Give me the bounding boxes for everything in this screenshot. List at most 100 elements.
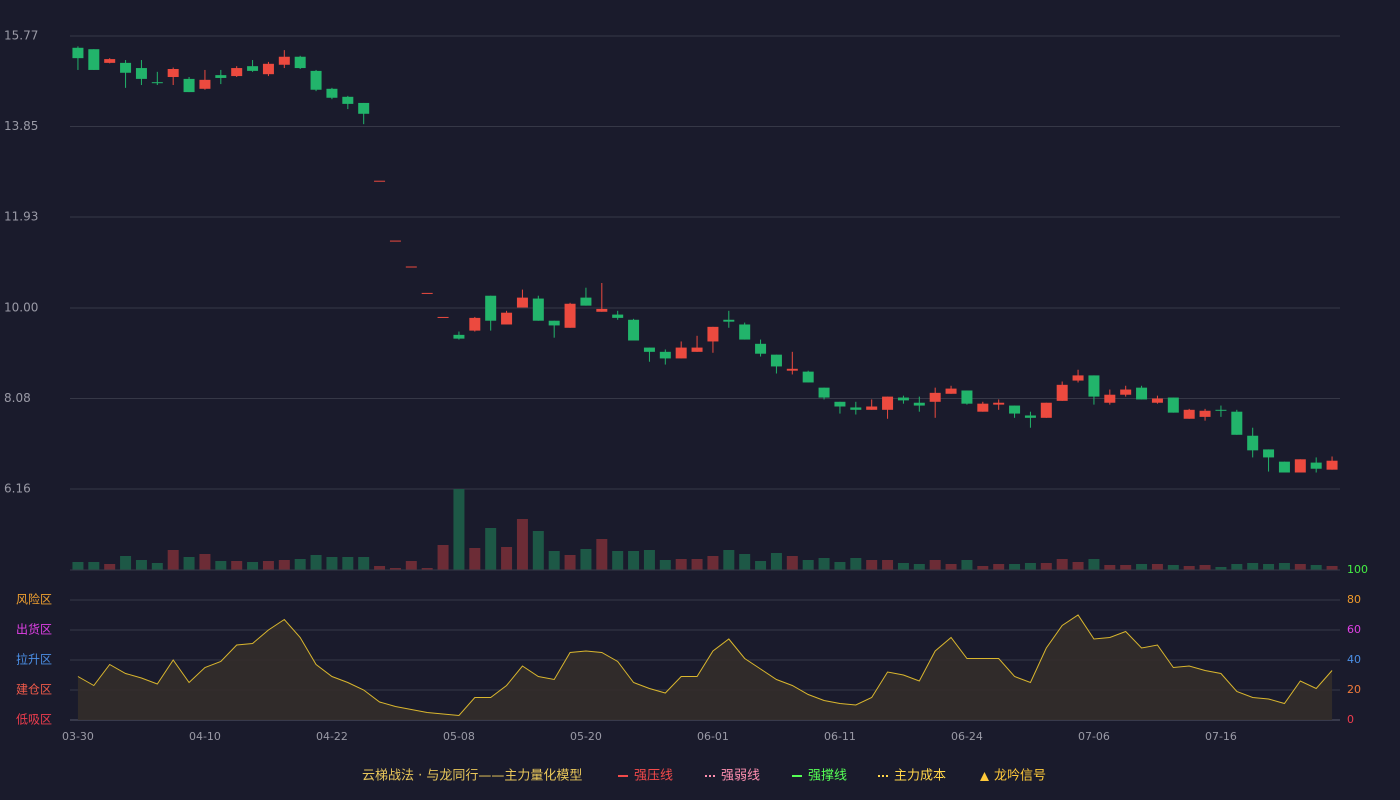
- legend-marker: [980, 772, 989, 781]
- candle-body: [993, 402, 1005, 405]
- zone-label: 拉升区: [16, 652, 52, 667]
- volume-bar: [1247, 563, 1259, 570]
- candle-body: [1231, 411, 1243, 435]
- candle-body: [1072, 375, 1084, 381]
- volume-bar: [945, 564, 957, 570]
- candle-body: [389, 240, 401, 242]
- candle-body: [374, 180, 386, 182]
- volume-bar: [1310, 565, 1322, 570]
- x-tick-label: 06-24: [951, 730, 983, 743]
- zone-label: 低吸区: [16, 713, 52, 727]
- candle-body: [485, 295, 497, 321]
- candle-body: [866, 406, 878, 410]
- volume-bar: [1120, 565, 1132, 570]
- candle-body: [929, 392, 941, 402]
- volume-bar: [628, 551, 640, 570]
- volume-bar: [1183, 566, 1195, 570]
- volume-bar: [1056, 559, 1068, 570]
- volume-bar: [723, 550, 735, 570]
- y2-tick-label: 60: [1347, 623, 1361, 636]
- volume-bar: [516, 519, 528, 570]
- legend-label: 强撑线: [808, 769, 847, 784]
- candle-body: [548, 320, 560, 326]
- candle-body: [183, 78, 195, 93]
- candle-body: [1009, 405, 1021, 414]
- volume-bar: [929, 560, 941, 570]
- candle-body: [834, 401, 846, 407]
- volume-bar: [326, 557, 338, 570]
- candle-body: [453, 334, 465, 339]
- y-tick-label: 10.00: [4, 300, 38, 314]
- candle-body: [1120, 389, 1132, 395]
- candle-body: [770, 354, 782, 367]
- candle-body: [818, 387, 830, 398]
- volume-bar: [564, 555, 576, 570]
- candle-body: [1294, 459, 1306, 473]
- volume-bar: [231, 561, 243, 570]
- candle-body: [659, 351, 671, 359]
- zone-label: 建仓区: [16, 683, 52, 697]
- candle-body: [1183, 409, 1195, 419]
- volume-bar: [770, 553, 782, 570]
- candle-body: [945, 388, 957, 394]
- volume-bar: [358, 557, 370, 570]
- candle-body: [135, 68, 147, 79]
- candle-body: [342, 96, 354, 104]
- volume-bar: [485, 528, 497, 570]
- volume-bar: [1104, 565, 1116, 570]
- candle-body: [755, 343, 767, 354]
- y-tick-label: 8.08: [4, 391, 31, 405]
- candle-body: [516, 297, 528, 308]
- candle-body: [120, 62, 132, 73]
- volume-bar: [215, 561, 227, 570]
- volume-bar: [135, 560, 147, 570]
- volume-bar: [437, 545, 449, 570]
- x-tick-label: 03-30: [62, 730, 94, 743]
- volume-bar: [659, 560, 671, 570]
- candle-body: [564, 303, 576, 328]
- volume-bar: [151, 563, 163, 570]
- volume-bar: [1278, 563, 1290, 570]
- candle-body: [1040, 402, 1052, 418]
- volume-bar: [1136, 564, 1148, 570]
- legend-label: 强压线: [634, 769, 673, 784]
- volume-bar: [1294, 564, 1306, 570]
- zone-label: 出货区: [16, 622, 52, 637]
- candle-body: [294, 56, 306, 69]
- volume-bar: [961, 560, 973, 570]
- volume-bar: [977, 566, 989, 570]
- legend-label: 主力成本: [894, 769, 946, 784]
- candle-body: [977, 403, 989, 412]
- x-tick-label: 06-11: [824, 730, 856, 743]
- candle-body: [802, 371, 814, 383]
- candle-body: [1247, 435, 1259, 451]
- candle-body: [961, 390, 973, 404]
- candle-body: [247, 66, 259, 71]
- candle-body: [231, 68, 243, 77]
- candle-body: [532, 298, 544, 321]
- volume-bar: [120, 556, 132, 570]
- candle-body: [913, 402, 925, 406]
- candle-body: [215, 75, 227, 78]
- candle-body: [1167, 397, 1179, 413]
- candle-body: [1136, 387, 1148, 400]
- candle-body: [723, 319, 735, 322]
- volume-bar: [548, 551, 560, 570]
- candle-body: [1215, 409, 1227, 411]
- volume-bar: [1088, 559, 1100, 570]
- volume-bar: [1072, 562, 1084, 570]
- volume-bar: [389, 568, 401, 570]
- volume-bar: [612, 551, 624, 570]
- volume-bar: [167, 550, 179, 570]
- candle-body: [1088, 375, 1100, 397]
- candle-body: [739, 324, 751, 340]
- y-tick-label: 6.16: [4, 482, 31, 496]
- volume-bar: [199, 554, 211, 570]
- volume-bar: [1009, 564, 1021, 570]
- area-fill: [77, 615, 1333, 720]
- volume-bar: [262, 561, 274, 570]
- volume-bar: [374, 566, 386, 570]
- volume-bar: [707, 556, 719, 570]
- volume-bar: [675, 559, 687, 570]
